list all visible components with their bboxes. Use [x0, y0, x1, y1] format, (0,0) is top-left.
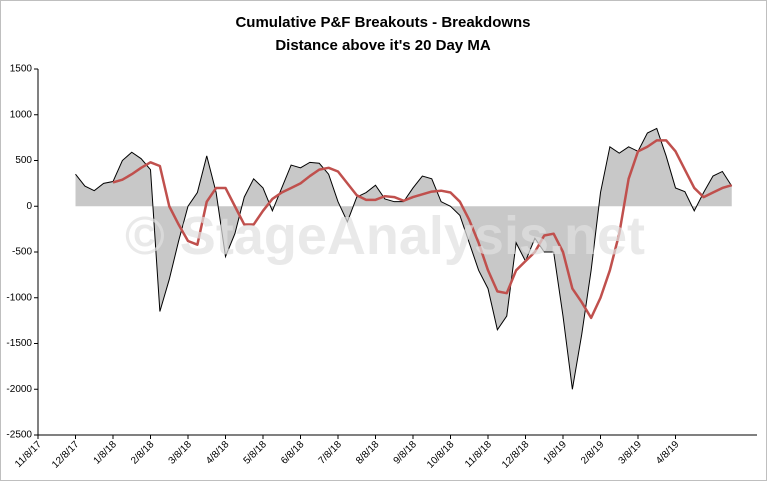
y-tick-label: -2500 [6, 430, 32, 441]
chart-title: Cumulative P&F Breakouts - Breakdowns [235, 14, 530, 31]
chart-subtitle: Distance above it's 20 Day MA [275, 37, 490, 54]
watermark: © StageAnalysis.net [125, 206, 645, 266]
area [75, 128, 732, 390]
y-tick-label: 0 [26, 201, 32, 212]
y-tick-label: -1000 [6, 292, 32, 303]
y-tick-label: -500 [12, 247, 32, 258]
y-tick-label: 500 [15, 155, 32, 166]
y-tick-label: -1500 [6, 338, 32, 349]
y-tick-label: -2000 [6, 384, 32, 395]
line [112, 139, 733, 320]
y-tick-label: 1500 [10, 64, 33, 75]
y-tick-label: 1000 [10, 109, 33, 120]
